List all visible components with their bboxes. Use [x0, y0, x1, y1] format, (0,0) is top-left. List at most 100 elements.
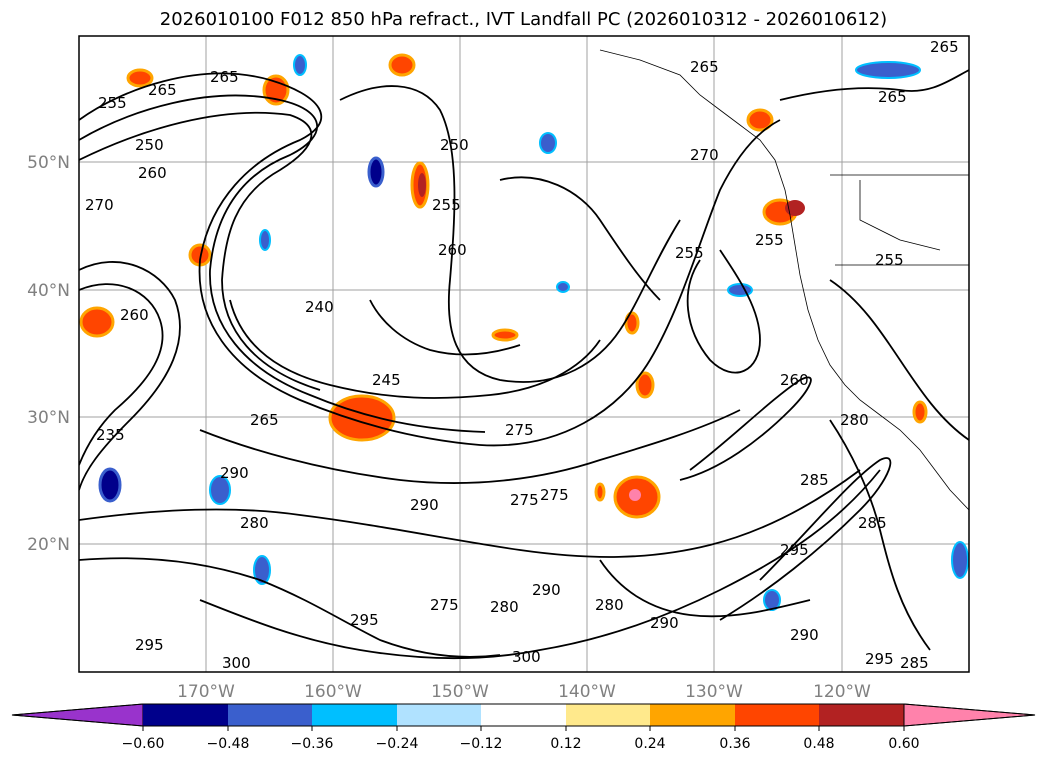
contour-label: 285: [858, 514, 887, 532]
contour-label: 265: [930, 38, 959, 56]
colorbar: −0.60 −0.48 −0.36 −0.24 −0.12 0.12 0.24 …: [11, 703, 1036, 752]
colorbar-segment: [566, 704, 650, 726]
map-frame: [78, 35, 970, 673]
colorbar-tick-label: 0.60: [888, 736, 919, 752]
colorbar-segment: [735, 704, 819, 726]
contour-label: 300: [222, 654, 251, 672]
colorbar-segment: [143, 704, 228, 726]
colorbar-tick-label: −0.60: [122, 736, 165, 752]
negative-anomaly-patch: [539, 132, 557, 154]
contour-label: 255: [675, 244, 704, 262]
colorbar-tick-label: 0.48: [803, 736, 834, 752]
colorbar-tick-label: −0.36: [291, 736, 334, 752]
contour-label: 280: [840, 411, 869, 429]
colorbar-tick-label: −0.48: [207, 736, 250, 752]
contour-label: 235: [96, 426, 125, 444]
colorbar-extend-right: [903, 703, 1036, 727]
contour-label: 260: [780, 371, 809, 389]
contour-label: 290: [650, 614, 679, 632]
contour-label: 275: [540, 486, 569, 504]
contour-label: 250: [440, 136, 469, 154]
negative-anomaly-patch: [367, 156, 385, 188]
negative-anomaly-patch: [253, 555, 271, 585]
contour-label: 295: [135, 636, 164, 654]
contour-label: 255: [875, 251, 904, 269]
contour-label: 275: [430, 596, 459, 614]
negative-anomaly-patch: [855, 61, 921, 79]
colorbar-segment: [819, 704, 904, 726]
strong-positive-anomaly-patch: [785, 200, 805, 216]
colorbar-ticks: [142, 726, 905, 731]
colorbar-segment: [397, 704, 481, 726]
colorbar-extend-left: [11, 703, 144, 727]
latitude-axis: 50°N 40°N 30°N 20°N: [27, 153, 70, 555]
positive-anomaly-patch: [126, 68, 154, 88]
contour-label: 240: [305, 298, 334, 316]
longitude-label: 160°W: [304, 682, 362, 702]
contour-label: 265: [690, 58, 719, 76]
contour-label: 275: [505, 421, 534, 439]
contour-label: 265: [250, 411, 279, 429]
colorbar-tick-label: −0.12: [460, 736, 503, 752]
negative-anomaly-patch: [763, 589, 781, 611]
longitude-label: 120°W: [813, 682, 871, 702]
longitude-label: 170°W: [177, 682, 235, 702]
gridlines: [79, 36, 969, 672]
contour-label: 250: [135, 136, 164, 154]
contour-label: 265: [210, 68, 239, 86]
colorbar-segment: [228, 704, 312, 726]
positive-anomaly-patch: [262, 74, 290, 106]
positive-anomaly-patch: [635, 371, 655, 399]
contour-label: 265: [148, 81, 177, 99]
positive-anomaly-patch: [624, 311, 640, 335]
positive-anomaly-patch: [594, 482, 606, 502]
contour-label: 245: [372, 371, 401, 389]
colorbar-tick-label: 0.12: [550, 736, 581, 752]
colorbar-segment: [312, 704, 397, 726]
contour-label: 280: [595, 596, 624, 614]
map-title: 2026010100 F012 850 hPa refract., IVT La…: [159, 9, 888, 30]
negative-anomaly-patch: [98, 467, 122, 503]
contour-label: 265: [878, 88, 907, 106]
contour-label: 255: [755, 231, 784, 249]
colorbar-tick-label: 0.36: [719, 736, 750, 752]
map-panel: [79, 36, 969, 672]
contour-label: 300: [512, 648, 541, 666]
contour-label: 280: [490, 598, 519, 616]
longitude-label: 130°W: [685, 682, 743, 702]
positive-anomaly-patch: [746, 108, 774, 132]
contour-label: 260: [138, 164, 167, 182]
longitude-label: 150°W: [431, 682, 489, 702]
contour-label: 280: [240, 514, 269, 532]
negative-anomaly-patch: [209, 475, 231, 505]
contour-label: 275: [510, 491, 539, 509]
contour-label: 290: [220, 464, 249, 482]
positive-anomaly-patch: [912, 400, 928, 424]
colorbar-tick-label: −0.24: [376, 736, 419, 752]
contour-label: 255: [432, 196, 461, 214]
strong-positive-anomaly-patch: [418, 173, 426, 197]
contour-label: 270: [85, 196, 114, 214]
contour-label: 295: [865, 650, 894, 668]
longitude-axis: 170°W 160°W 150°W 140°W 130°W 120°W: [177, 682, 871, 702]
contour-label: 285: [800, 471, 829, 489]
contour-label: 295: [780, 541, 809, 559]
positive-anomaly-patch: [328, 394, 396, 442]
contour-label: 295: [350, 611, 379, 629]
contour-label: 290: [410, 496, 439, 514]
strong-positive-anomaly-patch: [629, 489, 641, 501]
refractivity-contours: [79, 69, 969, 660]
colorbar-segment: [481, 704, 566, 726]
contour-label: 290: [790, 626, 819, 644]
positive-anomaly-patch: [79, 306, 115, 338]
contour-label: 270: [690, 146, 719, 164]
contour-label: 260: [438, 241, 467, 259]
contour-label: 255: [98, 94, 127, 112]
longitude-label: 140°W: [558, 682, 616, 702]
positive-anomaly-patch: [388, 53, 416, 77]
contour-label: 285: [900, 654, 929, 672]
contour-label: 290: [532, 581, 561, 599]
negative-anomaly-patch: [556, 281, 570, 293]
contour-labels: 265 255 265 250 260 265 270 265 255 265 …: [85, 38, 959, 672]
